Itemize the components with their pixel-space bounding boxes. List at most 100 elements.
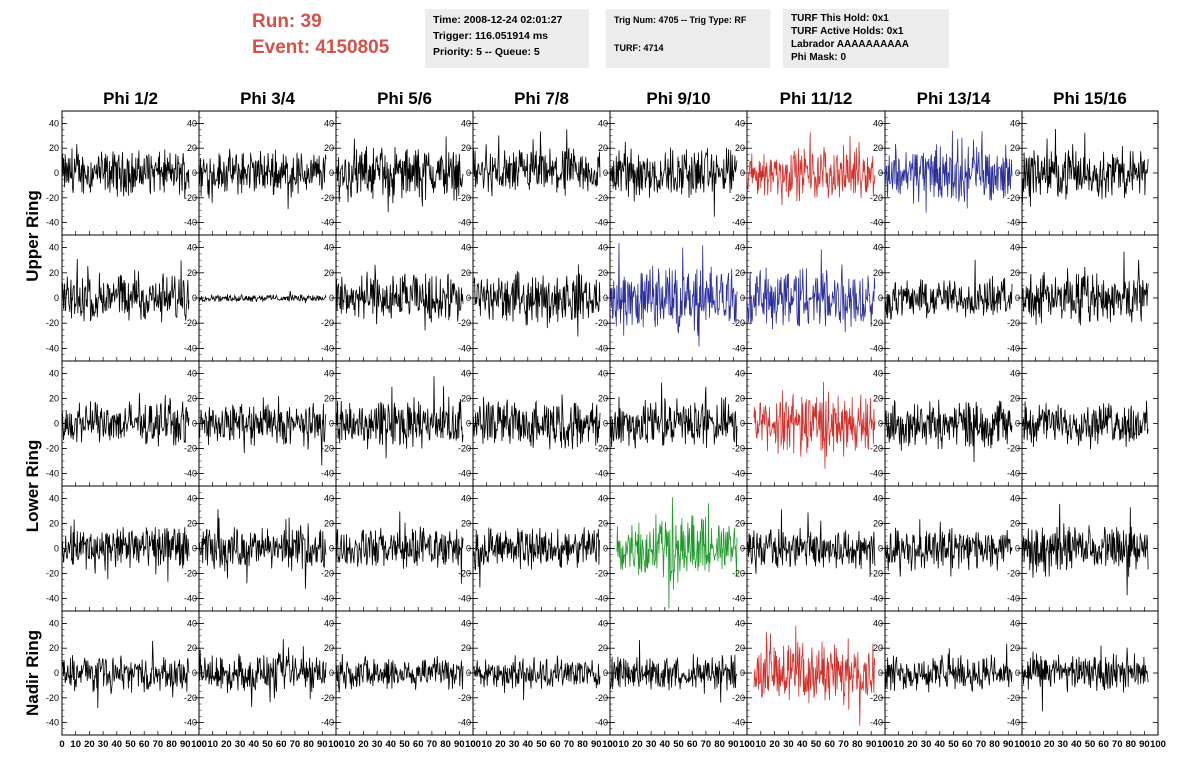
x-tick-label: 50 [125,739,136,750]
waveform-trace [1021,503,1149,596]
labrador-text: Labrador AAAAAAAAAA [791,39,909,50]
waveform-trace [884,130,1013,213]
y-tick-label: 20 [735,143,745,153]
y-tick-label: -40 [184,343,197,353]
x-tick-label: 30 [921,739,932,750]
y-tick-label: 40 [461,118,471,128]
y-tick-label: 40 [598,369,608,379]
y-tick-label: -20 [321,693,334,703]
x-tick-label: 0 [1019,739,1024,750]
y-tick-label: -20 [1007,693,1020,703]
y-tick-label: 40 [873,494,883,504]
panel-frame [746,234,886,362]
y-tick-label: -20 [732,693,745,703]
x-tick-label: 30 [783,739,794,750]
y-tick-label: -20 [870,569,883,579]
y-tick-label: -20 [458,444,471,454]
y-tick-label: -40 [595,218,608,228]
x-tick-label: 40 [660,739,671,750]
y-tick-label: 40 [1010,494,1020,504]
y-tick-label: -40 [870,469,883,479]
y-tick-label: 20 [873,394,883,404]
y-tick-label: 0 [192,168,197,178]
ring-label: Nadir Ring [23,630,42,716]
y-tick-label: -40 [321,718,334,728]
column-header: Phi 11/12 [780,89,853,108]
y-tick-label: 40 [1010,618,1020,628]
y-tick-label: -20 [1007,569,1020,579]
y-tick-label: -40 [321,469,334,479]
y-tick-label: -40 [321,343,334,353]
y-tick-label: 0 [603,168,608,178]
y-tick-label: 40 [735,618,745,628]
y-tick-label: 20 [187,394,197,404]
y-tick-label: 40 [1010,118,1020,128]
x-tick-label: 90 [1139,739,1150,750]
x-tick-label: 40 [112,739,123,750]
x-tick-label: 0 [882,739,887,750]
y-tick-label: 0 [878,293,883,303]
waveform-trace [61,144,190,199]
x-tick-label: 90 [866,739,877,750]
y-tick-label: -40 [1007,218,1020,228]
y-tick-label: 20 [461,143,471,153]
waveform-trace [472,527,601,588]
y-tick-label: -40 [46,343,59,353]
x-tick-label: 20 [769,739,780,750]
x-tick-label: 90 [454,739,465,750]
y-tick-label: 40 [324,243,334,253]
y-tick-label: -40 [732,343,745,353]
y-tick-label: 40 [1010,243,1020,253]
priority-text: Priority: 5 -- Queue: 5 [433,46,540,58]
y-tick-label: -20 [321,444,334,454]
y-tick-label: 40 [187,118,197,128]
column-header: Phi 7/8 [514,89,569,108]
y-tick-label: 20 [49,519,59,529]
y-tick-label: 0 [329,544,334,554]
waveform-trace [1021,645,1149,712]
waveform-trace [884,259,1013,320]
panel-frame [472,610,611,736]
y-tick-label: 0 [603,668,608,678]
waveform-trace [1021,400,1149,450]
y-tick-label: -40 [184,469,197,479]
x-tick-label: 70 [153,739,164,750]
y-tick-label: 40 [873,618,883,628]
x-tick-label: 80 [577,739,588,750]
y-tick-label: 20 [461,268,471,278]
waveform-trace [1021,128,1149,207]
y-tick-label: 0 [1015,544,1020,554]
y-tick-label: 40 [1010,369,1020,379]
y-tick-label: 0 [603,293,608,303]
x-tick-label: 80 [714,739,725,750]
y-tick-label: 20 [598,268,608,278]
column-header: Phi 15/16 [1053,89,1127,108]
y-tick-label: -20 [184,569,197,579]
panel-frame [472,360,611,487]
x-tick-label: 100 [602,739,618,750]
waveform-trace [472,394,601,450]
y-tick-label: -20 [595,318,608,328]
y-tick-label: -20 [1007,318,1020,328]
x-tick-label: 90 [317,739,328,750]
x-tick-label: 90 [591,739,602,750]
x-tick-label: 60 [276,739,287,750]
y-tick-label: -20 [1007,193,1020,203]
turf-text: TURF: 4714 [614,43,664,53]
panel-frame [746,110,886,236]
waveform-trace [198,509,327,589]
panel-frame [884,360,1023,487]
y-tick-label: 20 [461,643,471,653]
x-tick-label: 30 [98,739,109,750]
y-tick-label: -20 [870,318,883,328]
y-tick-label: -20 [458,318,471,328]
x-tick-label: 10 [207,739,218,750]
y-tick-label: 40 [49,369,59,379]
x-tick-label: 90 [728,739,739,750]
y-tick-label: 40 [49,243,59,253]
y-tick-label: 20 [49,268,59,278]
y-tick-label: -20 [732,318,745,328]
x-tick-label: 100 [465,739,481,750]
x-tick-label: 20 [358,739,369,750]
x-tick-label: 30 [509,739,520,750]
